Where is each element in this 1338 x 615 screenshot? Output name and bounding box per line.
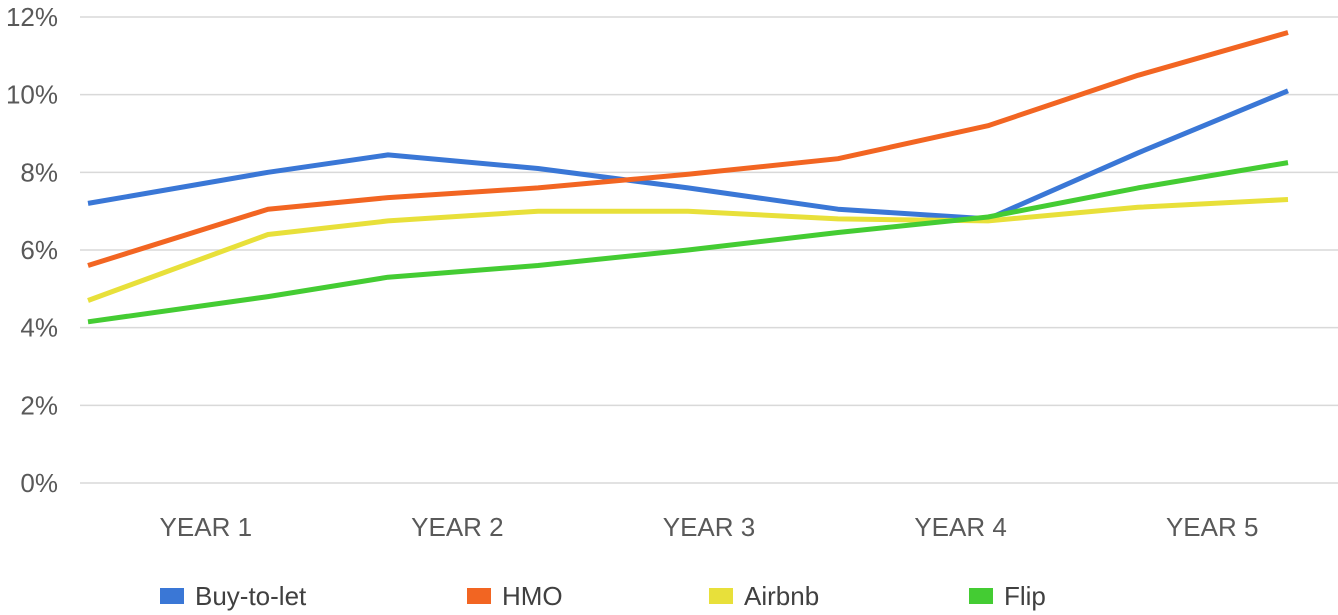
series-line-buy-to-let <box>87 88 1289 222</box>
legend: Buy-to-let HMO Airbnb Flip <box>160 581 1046 611</box>
legend-label: Airbnb <box>744 581 819 611</box>
y-tick-label: 10% <box>6 80 58 110</box>
legend-swatch <box>160 588 184 604</box>
x-tick-label: YEAR 2 <box>411 512 504 542</box>
legend-swatch <box>467 588 491 604</box>
legend-label: Flip <box>1004 581 1046 611</box>
y-axis-ticks: 0% 2% 4% 6% 8% 10% 12% <box>6 2 58 498</box>
y-tick-label: 12% <box>6 2 58 32</box>
legend-swatch <box>969 588 993 604</box>
x-axis-ticks: YEAR 1 YEAR 2 YEAR 3 YEAR 4 YEAR 5 <box>160 512 1259 542</box>
series-line-flip <box>87 160 1289 325</box>
y-tick-label: 4% <box>20 313 58 343</box>
series-line-hmo <box>87 30 1289 268</box>
y-tick-label: 6% <box>20 235 58 265</box>
legend-item-flip: Flip <box>969 581 1046 611</box>
legend-item-buy-to-let: Buy-to-let <box>160 581 307 611</box>
legend-label: HMO <box>502 581 563 611</box>
x-tick-label: YEAR 1 <box>160 512 253 542</box>
legend-item-airbnb: Airbnb <box>709 581 819 611</box>
legend-item-hmo: HMO <box>467 581 563 611</box>
x-tick-label: YEAR 4 <box>914 512 1007 542</box>
x-tick-label: YEAR 5 <box>1166 512 1259 542</box>
x-tick-label: YEAR 3 <box>663 512 756 542</box>
legend-label: Buy-to-let <box>195 581 307 611</box>
series-line-airbnb <box>87 197 1289 303</box>
legend-swatch <box>709 588 733 604</box>
y-tick-label: 8% <box>20 157 58 187</box>
series-lines <box>87 30 1289 325</box>
y-tick-label: 0% <box>20 468 58 498</box>
y-tick-label: 2% <box>20 390 58 420</box>
